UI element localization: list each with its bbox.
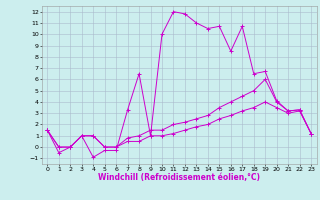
X-axis label: Windchill (Refroidissement éolien,°C): Windchill (Refroidissement éolien,°C) — [98, 173, 260, 182]
